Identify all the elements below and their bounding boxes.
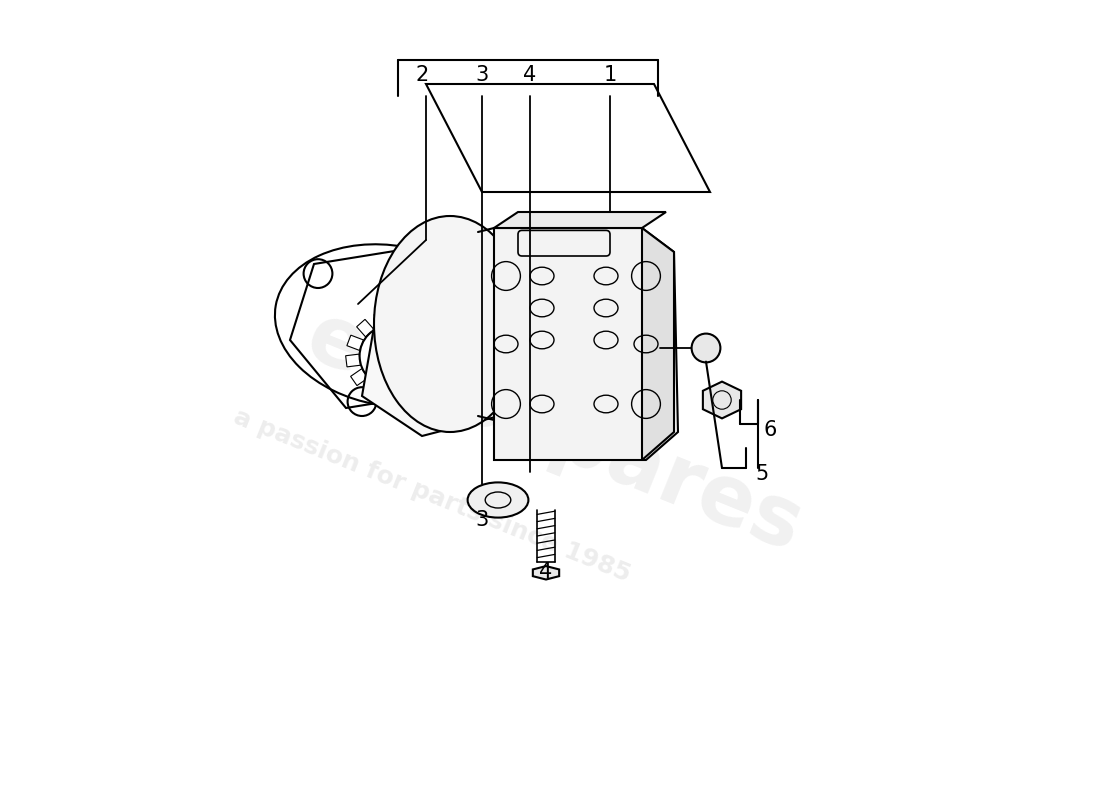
Text: 2: 2 xyxy=(416,65,429,85)
Polygon shape xyxy=(703,382,741,418)
Polygon shape xyxy=(406,319,424,337)
Polygon shape xyxy=(345,354,361,367)
Circle shape xyxy=(692,334,720,362)
Polygon shape xyxy=(494,212,666,228)
Polygon shape xyxy=(399,380,416,398)
Polygon shape xyxy=(346,335,364,350)
Polygon shape xyxy=(374,312,388,328)
Polygon shape xyxy=(419,354,435,367)
Polygon shape xyxy=(417,335,433,350)
Ellipse shape xyxy=(374,216,526,432)
Polygon shape xyxy=(364,380,381,398)
Polygon shape xyxy=(532,566,559,579)
Text: 5: 5 xyxy=(756,464,769,483)
Text: eurospares: eurospares xyxy=(294,295,814,569)
Ellipse shape xyxy=(468,482,528,518)
Polygon shape xyxy=(642,228,674,460)
Text: 1: 1 xyxy=(604,65,617,85)
Polygon shape xyxy=(351,369,369,386)
Polygon shape xyxy=(356,319,374,337)
Text: 4: 4 xyxy=(524,65,537,85)
Text: 3: 3 xyxy=(475,65,488,85)
Polygon shape xyxy=(392,312,406,328)
Polygon shape xyxy=(362,232,530,436)
Polygon shape xyxy=(411,369,429,386)
Polygon shape xyxy=(384,386,396,400)
Text: a passion for parts since 1985: a passion for parts since 1985 xyxy=(230,405,634,587)
Polygon shape xyxy=(494,228,678,460)
Text: 4: 4 xyxy=(539,562,552,582)
Text: 3: 3 xyxy=(475,510,488,530)
Text: 6: 6 xyxy=(763,421,777,440)
